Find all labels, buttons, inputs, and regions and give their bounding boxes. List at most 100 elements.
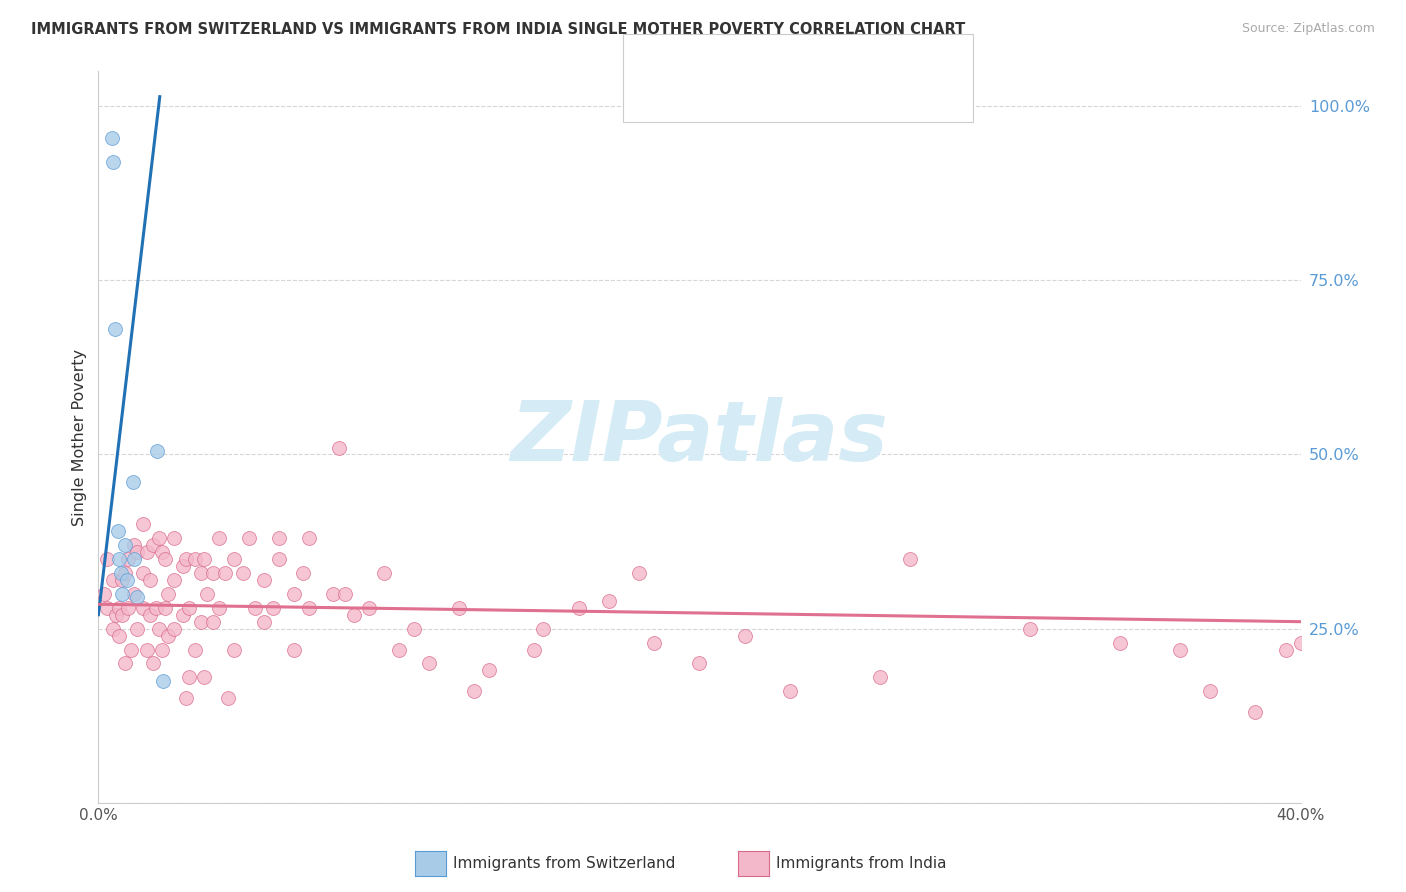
Point (101, 130, 124, 145)
Point (103, 573, 125, 587)
Point (141, 538, 163, 552)
Point (174, 691, 197, 706)
Point (172, 607, 194, 622)
Text: Immigrants from Switzerland: Immigrants from Switzerland (453, 856, 675, 871)
Point (208, 531, 231, 545)
Point (138, 607, 160, 622)
Point (217, 691, 239, 706)
Point (111, 573, 134, 587)
Point (174, 552, 197, 566)
Point (628, 566, 651, 580)
Point (127, 545, 149, 559)
Y-axis label: Single Mother Poverty: Single Mother Poverty (72, 349, 87, 525)
Point (105, 607, 128, 622)
Point (243, 600, 266, 615)
Point (373, 566, 395, 580)
Point (110, 566, 132, 580)
Point (172, 558, 194, 573)
Point (107, 524, 129, 538)
Point (283, 642, 305, 657)
Point (124, 538, 146, 552)
Point (1274, 642, 1296, 657)
Point (531, 622, 554, 636)
Point (298, 600, 321, 615)
Point (117, 552, 139, 566)
Point (869, 670, 891, 684)
Point (447, 600, 470, 615)
Point (253, 615, 276, 629)
Point (124, 552, 146, 566)
Point (114, 657, 136, 671)
Point (104, 322, 127, 336)
Point (132, 600, 155, 615)
Point (1289, 635, 1312, 649)
Point (201, 615, 224, 629)
Point (688, 657, 710, 671)
Point (898, 552, 921, 566)
Point (343, 607, 366, 622)
Point (93, 587, 115, 601)
Point (222, 552, 245, 566)
Point (124, 587, 146, 601)
Point (162, 531, 184, 545)
Point (150, 642, 173, 657)
Point (190, 615, 212, 629)
Point (177, 670, 200, 684)
Point (298, 531, 321, 545)
Point (108, 552, 131, 566)
Point (111, 607, 134, 622)
Point (153, 600, 176, 615)
Point (148, 531, 170, 545)
Point (232, 566, 254, 580)
Point (208, 600, 231, 615)
Point (138, 573, 160, 587)
Point (103, 622, 125, 636)
Point (190, 566, 212, 580)
Point (183, 552, 205, 566)
Point (111, 587, 134, 601)
Point (1244, 705, 1267, 719)
Point (127, 591, 149, 605)
Point (267, 552, 290, 566)
Point (333, 587, 356, 601)
Point (253, 573, 276, 587)
Point (418, 657, 440, 671)
Point (135, 642, 157, 657)
Point (177, 600, 200, 615)
Point (201, 566, 224, 580)
Point (291, 566, 314, 580)
Point (115, 573, 138, 587)
Point (523, 642, 546, 657)
Point (153, 552, 176, 566)
Point (96, 600, 118, 615)
Point (267, 531, 290, 545)
Point (195, 587, 218, 601)
Point (122, 475, 145, 490)
Point (114, 566, 136, 580)
Point (132, 517, 155, 532)
Point (193, 552, 215, 566)
Point (357, 600, 380, 615)
Point (193, 670, 215, 684)
Point (283, 587, 305, 601)
Point (1199, 684, 1222, 698)
Point (162, 573, 184, 587)
Point (734, 629, 756, 643)
Point (1170, 642, 1192, 657)
Point (150, 545, 173, 559)
Text: R = -0.060   N = 104: R = -0.060 N = 104 (692, 89, 859, 103)
Point (222, 642, 245, 657)
Point (328, 441, 350, 455)
Point (1109, 635, 1132, 649)
Point (183, 642, 205, 657)
Text: ZIPatlas: ZIPatlas (510, 397, 889, 477)
Point (132, 566, 155, 580)
Point (214, 566, 236, 580)
Text: IMMIGRANTS FROM SWITZERLAND VS IMMIGRANTS FROM INDIA SINGLE MOTHER POVERTY CORRE: IMMIGRANTS FROM SWITZERLAND VS IMMIGRANT… (31, 22, 965, 37)
Point (402, 622, 425, 636)
Point (96, 552, 118, 566)
Point (156, 629, 179, 643)
Point (322, 587, 344, 601)
Point (463, 684, 485, 698)
Point (598, 594, 620, 608)
